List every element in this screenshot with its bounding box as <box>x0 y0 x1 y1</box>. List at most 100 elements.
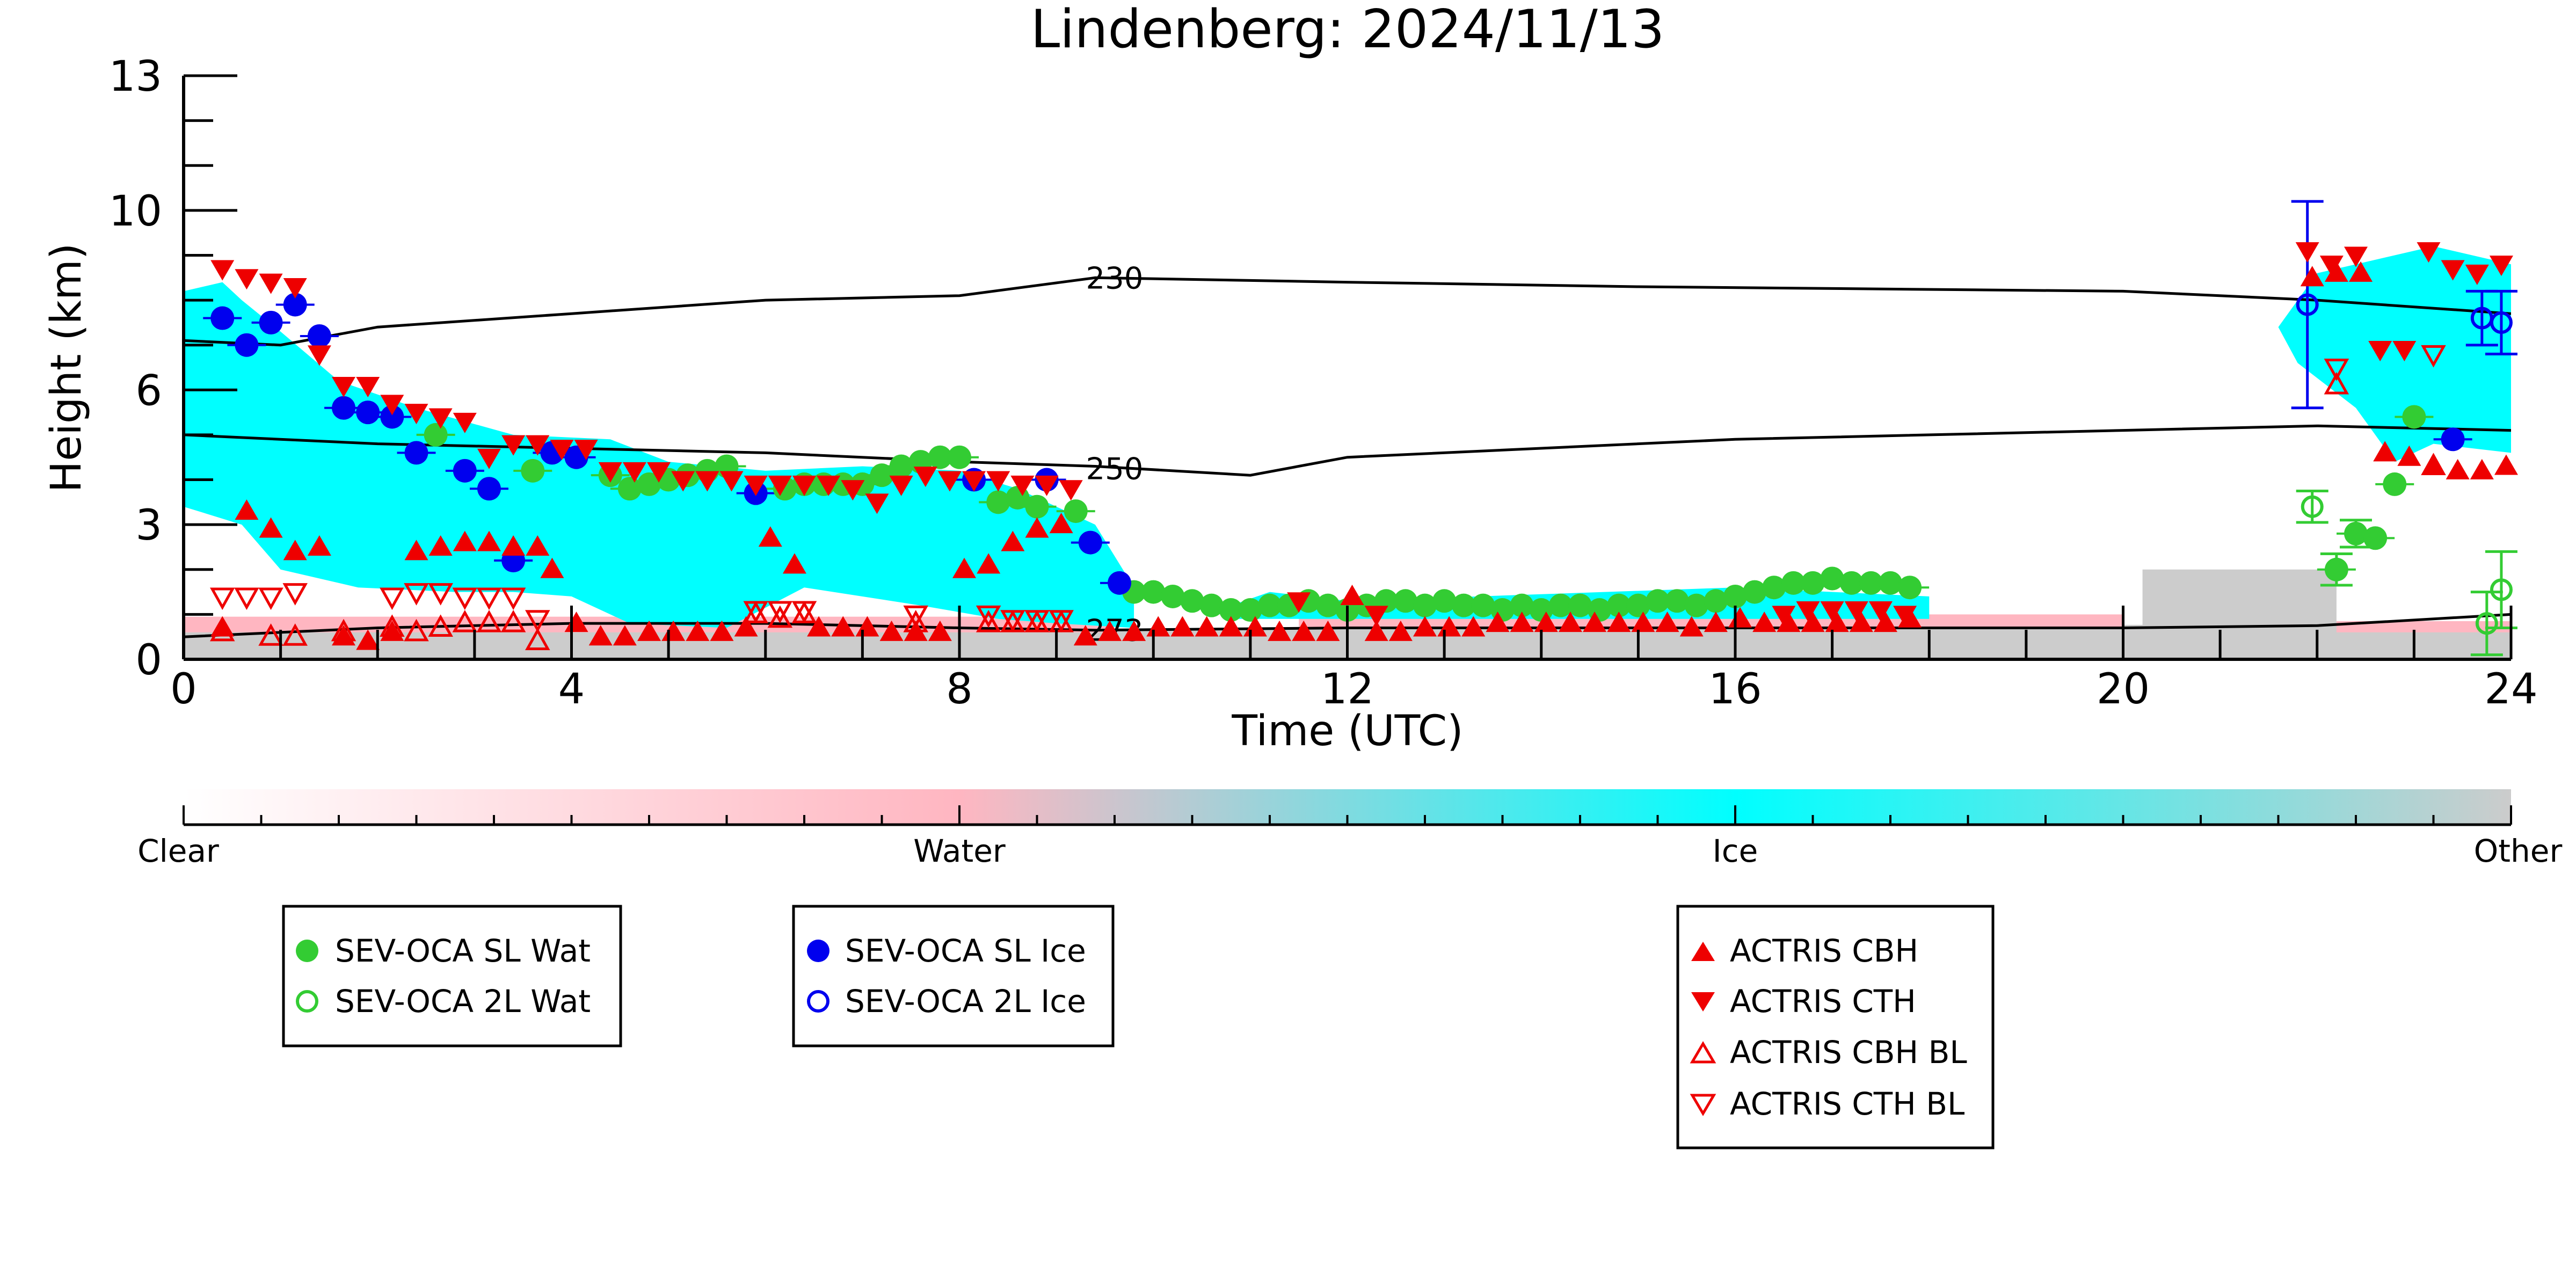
data-point <box>404 540 428 561</box>
data-point <box>2475 612 2498 635</box>
data-point <box>210 260 235 281</box>
legend-marker-sl-ice <box>807 940 829 962</box>
data-point <box>307 345 331 366</box>
data-point <box>1146 616 1170 637</box>
data-point <box>1064 499 1088 523</box>
data-point <box>1452 593 1476 617</box>
data-point <box>307 535 331 556</box>
data-point <box>588 625 613 646</box>
data-point <box>1873 612 1897 632</box>
data-point <box>1486 612 1510 632</box>
data-point <box>424 423 448 447</box>
data-point <box>1510 593 1534 617</box>
data-point <box>428 614 453 637</box>
x-tick-label: 8 <box>946 665 973 714</box>
data-markers <box>209 242 2518 651</box>
data-point <box>1665 589 1689 613</box>
data-point <box>928 620 952 641</box>
chart-title: Lindenberg: 2024/11/13 <box>1031 0 1665 60</box>
data-point <box>210 306 235 330</box>
data-point <box>1898 576 1922 600</box>
legend-label-sl-wat: SEV-OCA SL Wat <box>335 933 591 969</box>
data-point <box>1393 589 1417 613</box>
data-point <box>2494 454 2518 475</box>
data-point <box>1820 566 1844 591</box>
data-point <box>2319 256 2344 276</box>
ice-region <box>2278 246 2511 462</box>
data-point <box>282 583 308 606</box>
data-point <box>807 616 831 637</box>
data-point <box>1001 530 1025 551</box>
y-tick-label: 3 <box>135 501 162 550</box>
data-point <box>1010 475 1035 496</box>
data-point <box>1180 589 1204 613</box>
data-point <box>870 463 894 487</box>
data-point <box>903 609 928 632</box>
series-actris-cth <box>210 242 2513 627</box>
data-point <box>2421 454 2446 475</box>
data-point <box>782 553 806 574</box>
data-point <box>380 614 405 637</box>
data-point <box>1893 606 1917 627</box>
data-point <box>1723 584 1747 608</box>
data-point <box>1825 612 1849 632</box>
series-actris-cth-bl <box>209 345 2446 632</box>
x-tick-label: 24 <box>2484 665 2537 714</box>
data-point <box>2383 472 2407 496</box>
data-point <box>1461 616 1486 637</box>
data-point <box>1772 606 1796 627</box>
data-point <box>622 462 646 483</box>
legend-box <box>1676 905 1995 1149</box>
series-sev-oca-2l-ice <box>2296 293 2513 334</box>
data-point <box>889 475 913 496</box>
data-point <box>1059 480 1083 501</box>
data-point <box>986 490 1010 514</box>
data-point <box>791 601 817 624</box>
data-point <box>879 620 904 641</box>
data-point <box>1607 593 1631 617</box>
data-point <box>332 396 356 420</box>
data-point <box>1161 584 1185 608</box>
legend-ice: SEV-OCA SL Ice SEV-OCA 2L Ice <box>792 905 1115 1047</box>
data-point <box>1432 589 1457 613</box>
data-point <box>1292 620 1316 641</box>
data-point <box>1364 606 1388 627</box>
data-point <box>976 605 1001 628</box>
data-point <box>2446 459 2470 479</box>
data-point <box>477 530 501 551</box>
data-point <box>501 535 526 556</box>
colorbar: Clear Water Ice Other <box>137 789 2562 869</box>
data-point <box>1777 612 1801 632</box>
colorbar-label-clear: Clear <box>137 833 219 869</box>
data-point <box>2421 453 2446 475</box>
data-point <box>380 405 404 429</box>
y-tick-label: 13 <box>109 53 162 101</box>
legend-label-cbh: ACTRIS CBH <box>1730 933 1918 969</box>
data-point <box>404 583 429 606</box>
data-point <box>1340 584 1364 605</box>
data-point <box>356 629 380 650</box>
data-point <box>526 435 550 456</box>
y-tick-label: 10 <box>109 187 162 236</box>
data-point <box>235 499 259 520</box>
data-point <box>1796 601 1820 622</box>
contour-label: 230 <box>1086 261 1144 296</box>
x-tick-label: 16 <box>1708 665 1762 714</box>
data-point <box>913 467 937 487</box>
data-point <box>525 610 550 632</box>
data-point <box>1646 589 1670 613</box>
data-point <box>258 623 283 646</box>
data-point <box>962 471 986 492</box>
data-point <box>817 475 841 496</box>
legend-actris: ACTRIS CBH ACTRIS CTH ACTRIS CBH BL ACTR… <box>1676 905 1995 1149</box>
data-point <box>540 557 564 578</box>
data-point <box>453 459 477 483</box>
data-point <box>476 609 502 632</box>
data-point <box>1679 616 1704 637</box>
data-point <box>380 587 405 610</box>
data-point <box>2363 526 2388 550</box>
data-point <box>613 625 637 646</box>
legend-wat: SEV-OCA SL Wat SEV-OCA 2L Wat <box>282 905 622 1047</box>
data-point <box>283 278 307 299</box>
